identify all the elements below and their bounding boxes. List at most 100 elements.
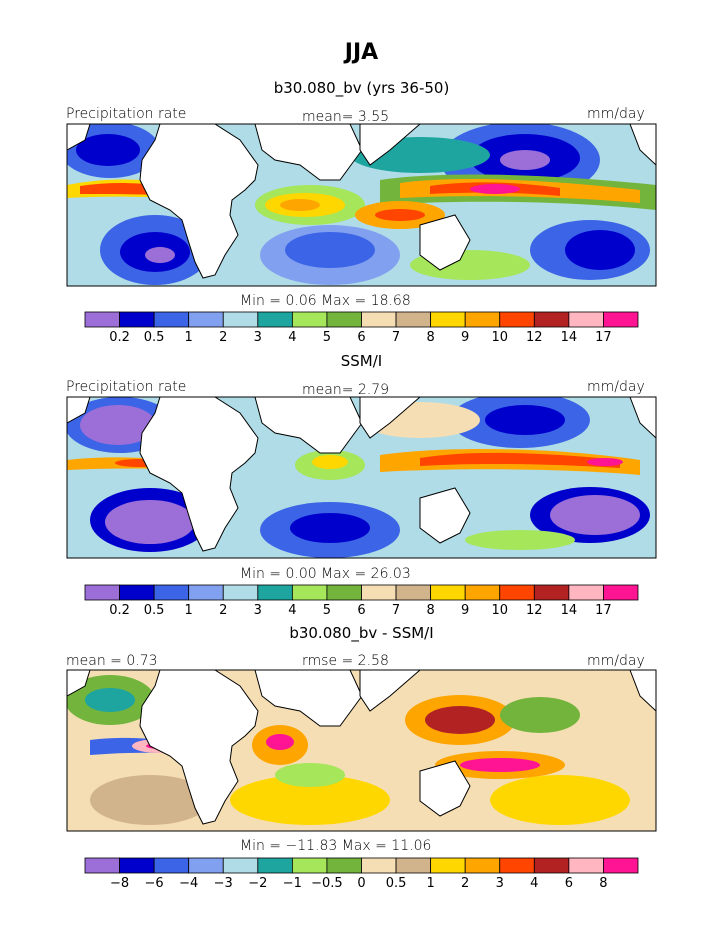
colorbar-swatch bbox=[603, 311, 639, 328]
colorbar-tick-label: 7 bbox=[392, 603, 400, 618]
panel-1-min-max: Min = 0.06 Max = 18.68 bbox=[240, 293, 411, 309]
colorbar-tick-label: 0 bbox=[357, 876, 365, 891]
colorbar-swatch bbox=[533, 857, 570, 874]
colorbar-swatch bbox=[464, 584, 501, 601]
colorbar-swatch bbox=[395, 857, 432, 874]
colorbar-swatch bbox=[568, 584, 604, 601]
panel-2-units-label: mm/day bbox=[587, 379, 645, 395]
colorbar-swatch bbox=[119, 584, 155, 601]
colorbar-swatch bbox=[464, 311, 501, 328]
colorbar-panel-2: 0.2 0.5 1 2 3 4 5 6 7 8 9 10 12 14 17 bbox=[84, 584, 639, 618]
panel-1-left-label: Precipitation rate bbox=[66, 106, 187, 122]
colorbar-swatch bbox=[361, 584, 397, 601]
colorbar-tick-label: 6 bbox=[357, 603, 365, 618]
colorbar-swatch bbox=[257, 311, 293, 328]
colorbar-swatch bbox=[464, 857, 501, 874]
colorbar-tick-label: 0.2 bbox=[109, 603, 130, 618]
colorbar-swatch bbox=[153, 584, 190, 601]
colorbar-swatch bbox=[84, 857, 120, 874]
panel-1-units-label: mm/day bbox=[587, 106, 645, 122]
colorbar-swatch bbox=[222, 311, 259, 328]
colorbar-tick-label: 1 bbox=[185, 603, 193, 618]
colorbar-swatch bbox=[291, 857, 328, 874]
colorbar-tick-label: −6 bbox=[145, 876, 164, 891]
panel-1-mean-label: mean= 3.55 bbox=[302, 109, 390, 125]
colorbar-tick-label: 8 bbox=[599, 876, 607, 891]
colorbar-panel-1: 0.2 0.5 1 2 3 4 5 6 7 8 9 10 12 14 17 bbox=[84, 311, 639, 345]
colorbar-tick-label: 6 bbox=[357, 330, 365, 345]
colorbar-swatch bbox=[533, 311, 570, 328]
colorbar-tick-label: 6 bbox=[565, 876, 573, 891]
colorbar-tick-label: −8 bbox=[110, 876, 129, 891]
colorbar-swatch bbox=[430, 311, 466, 328]
colorbar-tick-label: 3 bbox=[496, 876, 504, 891]
colorbar-tick-label: 0.5 bbox=[144, 330, 165, 345]
colorbar-swatch bbox=[568, 311, 604, 328]
colorbar-tick-label: 4 bbox=[288, 330, 296, 345]
colorbar-tick-label: 8 bbox=[426, 603, 434, 618]
colorbar-tick-label: 12 bbox=[526, 603, 543, 618]
colorbar-swatch bbox=[188, 311, 224, 328]
colorbar-tick-label: 0.5 bbox=[144, 603, 165, 618]
colorbar-tick-label: 3 bbox=[254, 603, 262, 618]
panel-2-min-max: Min = 0.00 Max = 26.03 bbox=[240, 566, 411, 582]
colorbar-tick-label: 8 bbox=[426, 330, 434, 345]
colorbar-tick-label: 14 bbox=[561, 603, 578, 618]
colorbar-swatch bbox=[222, 584, 259, 601]
colorbar-tick-label: 17 bbox=[595, 330, 612, 345]
panel-2-frame bbox=[66, 396, 657, 559]
colorbar-swatch bbox=[188, 584, 224, 601]
colorbar-swatch bbox=[153, 311, 190, 328]
colorbar-tick-label: 17 bbox=[595, 603, 612, 618]
colorbar-tick-label: 0.2 bbox=[109, 330, 130, 345]
colorbar-tick-label: 2 bbox=[219, 330, 227, 345]
colorbar-tick-label: −4 bbox=[179, 876, 198, 891]
colorbar-swatch bbox=[499, 857, 535, 874]
colorbar-tick-label: 4 bbox=[288, 603, 296, 618]
colorbar-swatch bbox=[395, 584, 432, 601]
colorbar-tick-label: 2 bbox=[461, 876, 469, 891]
panel-2-left-label: Precipitation rate bbox=[66, 379, 187, 395]
continents-panel-2 bbox=[66, 396, 657, 552]
colorbar-swatch bbox=[568, 857, 604, 874]
colorbar-swatch bbox=[603, 584, 639, 601]
colorbar-tick-label: 9 bbox=[461, 330, 469, 345]
colorbar-swatch bbox=[361, 311, 397, 328]
colorbar-swatch bbox=[499, 311, 535, 328]
panel-3-frame bbox=[66, 669, 657, 832]
colorbar-swatch bbox=[326, 857, 362, 874]
colorbar-swatch bbox=[326, 311, 362, 328]
colorbar-tick-label: 7 bbox=[392, 330, 400, 345]
panel-3-min-max: Min = −11.83 Max = 11.06 bbox=[240, 838, 432, 854]
colorbar-swatch bbox=[533, 584, 570, 601]
colorbar-tick-label: 9 bbox=[461, 603, 469, 618]
panel-2-subtitle: SSM/I bbox=[340, 352, 383, 370]
colorbar-tick-label: 5 bbox=[323, 603, 331, 618]
colorbar-swatch bbox=[222, 857, 259, 874]
colorbar-tick-label: 4 bbox=[530, 876, 538, 891]
colorbar-tick-label: 14 bbox=[561, 330, 578, 345]
colorbar-swatch bbox=[499, 584, 535, 601]
colorbar-swatch bbox=[361, 857, 397, 874]
colorbar-panel-3: −8 −6 −4 −3 −2 −1 −0.5 0 0.5 1 2 3 4 6 8 bbox=[84, 857, 639, 891]
colorbar-tick-label: 0.5 bbox=[386, 876, 407, 891]
panel-3-mean-label: mean = 0.73 bbox=[66, 653, 158, 669]
colorbar-swatch bbox=[430, 584, 466, 601]
colorbar-swatch bbox=[188, 857, 224, 874]
panel-3-rmse-label: rmse = 2.58 bbox=[302, 653, 389, 669]
colorbar-tick-label: −1 bbox=[283, 876, 302, 891]
panel-3-difference-map bbox=[67, 670, 656, 831]
colorbar-swatch bbox=[84, 311, 120, 328]
panel-2-mean-label: mean= 2.79 bbox=[302, 382, 390, 398]
panel-3-subtitle: b30.080_bv - SSM/I bbox=[289, 624, 434, 642]
colorbar-tick-label: 10 bbox=[491, 603, 508, 618]
colorbar-swatch bbox=[119, 857, 155, 874]
figure-title: JJA bbox=[344, 40, 379, 65]
colorbar-swatch bbox=[291, 311, 328, 328]
colorbar-tick-label: 10 bbox=[491, 330, 508, 345]
colorbar-swatch bbox=[430, 857, 466, 874]
colorbar-tick-label: 1 bbox=[185, 330, 193, 345]
colorbar-swatch bbox=[326, 584, 362, 601]
colorbar-swatch bbox=[84, 584, 120, 601]
